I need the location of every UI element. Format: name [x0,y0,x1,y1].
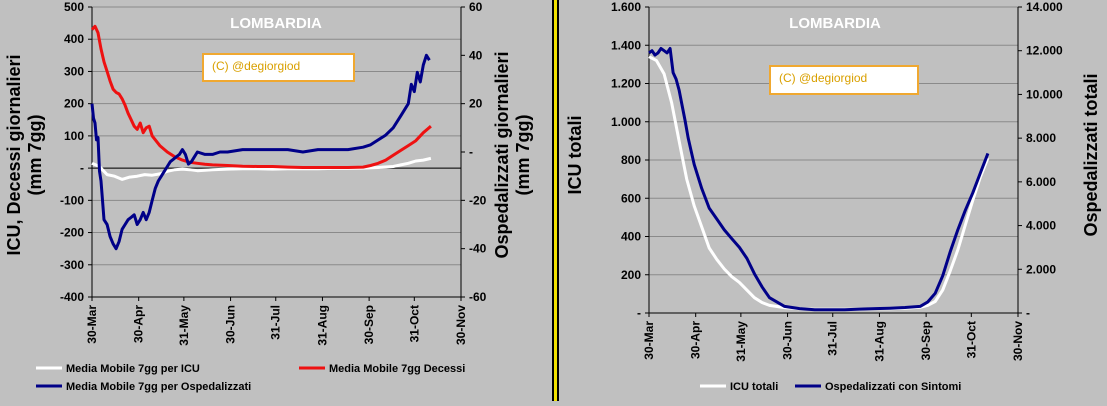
x-tick-label: 30-Apr [132,305,146,343]
y-tick-label: - [80,161,84,175]
y-tick-label: 600 [621,191,641,205]
y2-tick-label: 4.000 [1026,219,1056,233]
y-axis-title: ICU totali [565,116,585,195]
legend-label: ICU totali [730,381,778,393]
y2-axis-title: (mm 7gg) [513,114,533,195]
y-tick-label: 300 [64,64,84,78]
x-tick-label: 30-Jun [781,321,795,360]
y-tick-label: 100 [64,129,84,143]
watermark-text: (C) @degiorgiod [212,59,300,73]
y-tick-label: 200 [621,268,641,282]
x-tick-label: 31-Oct [964,321,978,358]
chart-panel-daily: -400 -300 -200 -100-100 200 300 400 500 -60 -40 -2… [0,0,552,401]
watermark-text: (C) @degiorgiod [779,71,867,85]
series-line-3 [90,53,431,251]
y2-tick-label: -60 [469,290,487,304]
series-line-1 [91,156,432,181]
chart-title: LOMBARDIA [789,15,881,32]
daily-chart: -400-300-200-100-100200300400500-60-40-2… [4,0,533,393]
x-tick-label: 31-Oct [407,305,421,342]
x-tick-label: 30-Sep [362,305,376,344]
y2-tick-label: 14.000 [1026,0,1063,14]
y-tick-label: 800 [621,153,641,167]
y2-tick-label: -40 [469,242,487,256]
watermark-box [769,65,919,95]
x-tick-label: 30-Sep [919,321,933,360]
x-tick-label: 30-Nov [454,305,468,345]
y-axis-title: ICU, Decessi giornalieri [4,54,24,255]
y-tick-label: 1.600 [611,0,641,14]
x-tick-label: 30-Nov [1011,321,1025,361]
x-tick-label: 31-May [734,321,748,362]
y2-axis-title: Ospedalizzati totali [1081,73,1101,236]
legend-label: Media Mobile 7gg per Ospedalizzati [66,381,251,393]
y-tick-label: -100 [60,193,84,207]
chart-title: LOMBARDIA [230,15,322,32]
y2-tick-label: -20 [469,193,487,207]
series-line-2 [90,24,432,169]
chart-panel-totals: - 200 400 600 800 1.000 1.200 1.400 1.600 - 2.000 4… [559,0,1107,401]
y2-tick-label: 6.000 [1026,175,1056,189]
y-tick-label: - [637,306,641,320]
y-tick-label: 1.400 [611,38,641,52]
legend-label: Ospedalizzati con Sintomi [825,381,961,393]
y-tick-label: 400 [621,230,641,244]
x-tick-label: 31-Jul [269,305,283,340]
x-tick-label: 31-May [177,305,191,346]
y-axis-title: (mm 7gg) [25,114,45,195]
legend-label: Media Mobile 7gg Decessi [329,363,465,375]
y2-axis-title: Ospedalizzati giornalieri [492,51,512,258]
totals-chart: - 200 400 600 800 1.000 1.200 1.400 1.600 - 2.000 4… [565,0,1101,393]
y2-tick-label: - [469,145,473,159]
series-line-2 [648,47,990,312]
y2-tick-label: 20 [469,97,483,111]
y-tick-label: -400 [60,290,84,304]
watermark-box [202,53,355,82]
x-tick-label: 31-Aug [315,305,329,346]
y2-tick-label: 10.000 [1026,87,1063,101]
y2-tick-label: 8.000 [1026,131,1056,145]
x-tick-label: 30-Mar [85,305,99,344]
y2-tick-label: 40 [469,48,483,62]
x-tick-label: 31-Jul [826,321,840,356]
y-tick-label: 1.000 [611,115,641,129]
y-tick-label: -300 [60,258,84,272]
y2-tick-label: - [1026,306,1030,320]
x-tick-label: 31-Aug [872,321,886,362]
y2-tick-label: 2.000 [1026,262,1056,276]
x-tick-label: 30-Mar [642,321,656,360]
y-tick-label: 1.200 [611,77,641,91]
y2-tick-label: 12.000 [1026,44,1063,58]
y-tick-label: -200 [60,226,84,240]
y-tick-label: 400 [64,32,84,46]
legend-label: Media Mobile 7gg per ICU [66,363,200,375]
x-tick-label: 30-Jun [224,305,238,344]
y-tick-label: 500 [64,0,84,14]
y-tick-label: 200 [64,97,84,111]
panel-divider [552,0,559,401]
x-tick-label: 30-Apr [689,321,703,359]
y2-tick-label: 60 [469,0,483,14]
